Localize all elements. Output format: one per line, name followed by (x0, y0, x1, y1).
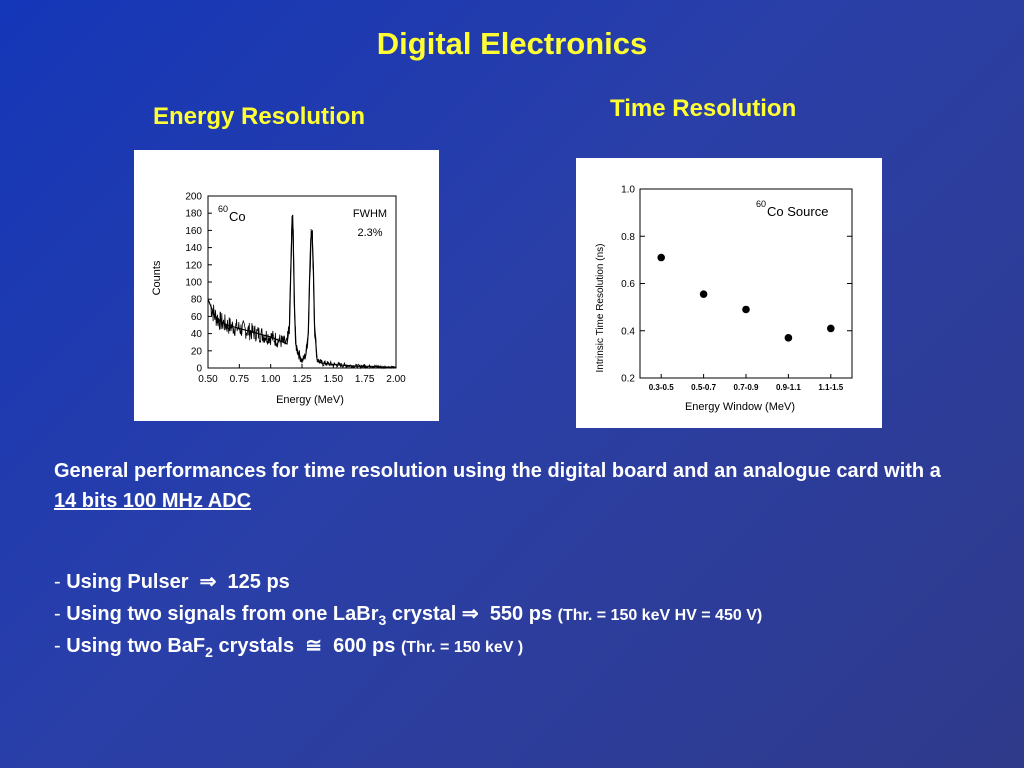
time-resolution-point (827, 324, 835, 333)
fwhm-label: FWHM (353, 208, 387, 220)
energy-x-tick-label: 1.50 (324, 374, 344, 385)
energy-plot-frame (207, 195, 397, 369)
energy-x-tick-label: 1.75 (355, 374, 375, 385)
fwhm-value: 2.3% (357, 227, 382, 239)
approx-symbol: ≅ (305, 635, 322, 657)
time-resolution-point (657, 253, 665, 262)
energy-y-tick-label: 100 (185, 278, 202, 289)
time-y-tick-label: 0.2 (621, 374, 635, 385)
results-list: - Using Pulser ⇒ 125 ps - Using two sign… (54, 566, 762, 662)
energy-y-tick-label: 160 (185, 226, 202, 237)
time-isotope-sup: 60 (756, 199, 766, 209)
energy-spectrum-panel: 0.50 0.75 1.00 1.25 1.50 1.75 2.00 0 20 40 60 80 100… (134, 150, 439, 421)
energy-y-tick-label: 200 (185, 192, 202, 203)
energy-y-tick-label: 20 (191, 346, 203, 357)
energy-noise-trace (210, 215, 394, 370)
energy-x-tick-label: 0.75 (230, 374, 250, 385)
energy-x-tick-label: 1.00 (261, 374, 281, 385)
implies-arrow: ⇒ (461, 603, 479, 625)
energy-spectrum-line (207, 214, 396, 368)
time-plot-frame (639, 188, 853, 379)
energy-y-tick-label: 0 (196, 364, 202, 375)
time-resolution-panel: 0.2 0.4 0.6 0.8 1.0 0.3-0.5 0.5-0.7 0.7-0.9 0.9-… (576, 158, 882, 428)
time-resolution-chart: 0.2 0.4 0.6 0.8 1.0 0.3-0.5 0.5-0.7 0.7-0.9 0.9-… (595, 185, 853, 413)
energy-isotope-label: Co (229, 209, 246, 224)
description-prefix: General performances for time resolution… (54, 460, 941, 482)
energy-x-tick-label: 0.50 (198, 374, 218, 385)
labr3-value: 550 ps (489, 603, 553, 625)
bullet-dash: - (54, 603, 61, 625)
pulser-value: 125 ps (227, 571, 290, 593)
energy-x-axis-label: Energy (MeV) (276, 394, 344, 406)
energy-y-tick-label: 120 (185, 260, 202, 271)
energy-resolution-heading: Energy Resolution (153, 103, 366, 130)
energy-y-axis-label: Counts (151, 260, 163, 295)
time-x-tick-label: 0.9-1.1 (776, 383, 801, 392)
bullet-dash: - (54, 571, 61, 593)
energy-y-tick-label: 80 (191, 295, 203, 306)
time-y-axis-label: Intrinsic Time Resolution (ns) (595, 244, 606, 373)
bullet-dash: - (54, 635, 61, 657)
energy-spectrum-chart: 0.50 0.75 1.00 1.25 1.50 1.75 2.00 0 20 40 60 80 100… (151, 192, 406, 407)
time-x-tick-label: 0.5-0.7 (691, 383, 716, 392)
time-x-tick-label: 0.3-0.5 (649, 383, 674, 392)
time-resolution-point (699, 290, 708, 298)
labr3-note: (Thr. = 150 keV HV = 450 V) (557, 607, 763, 624)
implies-arrow: ⇒ (199, 571, 217, 593)
baf2-label: Using two BaF2 crystals (66, 635, 295, 660)
result-pulser: - Using Pulser ⇒ 125 ps (54, 566, 762, 598)
time-y-tick-label: 1.0 (621, 185, 635, 196)
result-labr3: - Using two signals from one LaBr3 cryst… (54, 598, 762, 630)
time-x-tick-label: 0.7-0.9 (734, 383, 759, 392)
energy-isotope-sup: 60 (218, 204, 228, 214)
energy-y-tick-label: 180 (185, 209, 202, 220)
time-x-tick-label: 1.1-1.5 (818, 383, 843, 392)
energy-y-tick-label: 140 (185, 243, 202, 254)
baf2-value: 600 ps (333, 635, 396, 657)
adc-spec-link: 14 bits 100 MHz ADC (54, 490, 252, 512)
time-x-axis-label: Energy Window (MeV) (685, 401, 795, 413)
time-y-tick-label: 0.4 (621, 326, 635, 337)
baf2-note: (Thr. = 150 keV ) (400, 639, 524, 656)
description-text: General performances for time resolution… (54, 456, 954, 516)
energy-y-tick-label: 40 (191, 329, 203, 340)
time-y-tick-label: 0.6 (621, 279, 635, 290)
time-isotope-label: Co Source (767, 204, 828, 219)
labr3-label: Using two signals from one LaBr3 crystal (66, 603, 457, 628)
energy-x-tick-label: 1.25 (292, 374, 312, 385)
energy-x-tick-label: 2.00 (386, 374, 406, 385)
time-y-tick-label: 0.8 (621, 232, 635, 243)
time-resolution-point (784, 334, 793, 342)
time-resolution-point (742, 305, 750, 314)
pulser-label: Using Pulser (66, 571, 189, 593)
energy-y-tick-label: 60 (191, 312, 203, 323)
time-resolution-heading: Time Resolution (610, 95, 797, 122)
slide-title: Digital Electronics (376, 26, 648, 61)
result-baf2: - Using two BaF2 crystals ≅ 600 ps (Thr.… (54, 630, 762, 662)
